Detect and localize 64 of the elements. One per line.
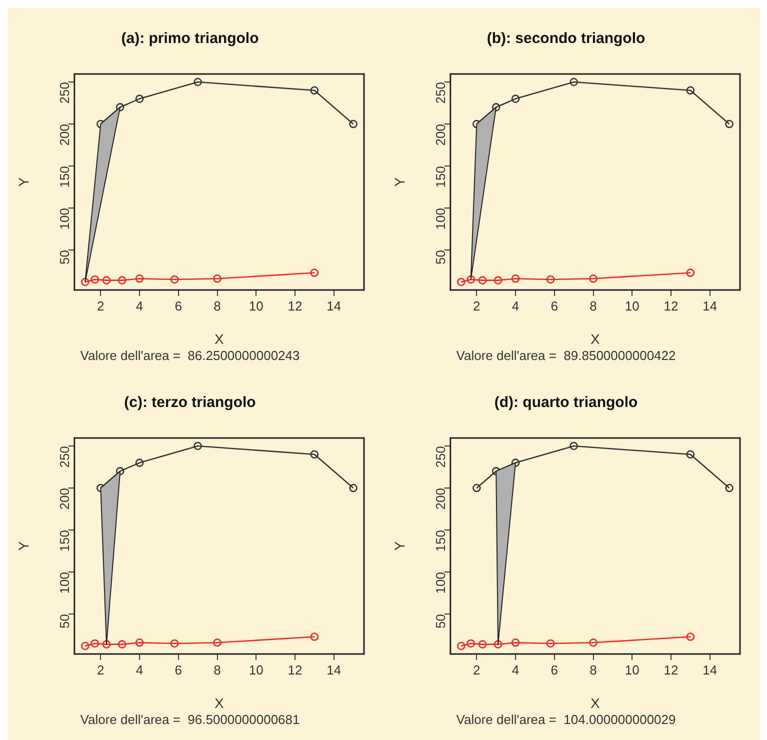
- y-tick-label: 200: [56, 488, 72, 510]
- y-tick-label: 150: [432, 530, 448, 552]
- x-tick-label: 6: [550, 298, 558, 314]
- y-tick-label: 150: [56, 166, 72, 188]
- y-tick-label: 100: [432, 208, 448, 230]
- x-tick-label: 2: [473, 662, 480, 678]
- y-tick-label: 200: [56, 124, 72, 146]
- x-tick-label: 6: [550, 662, 558, 678]
- y-tick-label: 150: [432, 166, 448, 188]
- text: Valore dell'area = 104.000000000029: [456, 712, 676, 727]
- x-tick-label: 2: [97, 662, 104, 678]
- x-tick-label: 14: [702, 298, 718, 314]
- y-tick-label: 250: [56, 446, 72, 468]
- y-axis-title: Y: [391, 176, 408, 187]
- x-axis-title: X: [590, 330, 601, 347]
- x-tick-label: 14: [702, 662, 718, 678]
- x-tick-label: 10: [248, 298, 264, 314]
- y-tick-label: 50: [432, 614, 448, 629]
- x-tick-label: 12: [288, 662, 302, 678]
- x-tick-label: 14: [326, 298, 342, 314]
- y-tick-label: 250: [56, 82, 72, 104]
- x-tick-label: 12: [664, 298, 678, 314]
- x-tick-label: 10: [624, 298, 640, 314]
- x-tick-label: 2: [473, 298, 480, 314]
- x-tick-label: 10: [624, 662, 640, 678]
- y-axis-title: Y: [15, 540, 32, 551]
- x-axis-title: X: [214, 330, 225, 347]
- chart-title: (a): primo triangolo: [121, 30, 259, 48]
- x-tick-label: 6: [174, 662, 182, 678]
- text: Valore dell'area = 96.5000000000681: [80, 712, 300, 727]
- y-tick-label: 150: [56, 530, 72, 552]
- chart-title: (d): quarto triangolo: [494, 394, 638, 412]
- x-axis-title: X: [590, 694, 601, 711]
- x-tick-label: 8: [214, 662, 221, 678]
- text: Valore dell'area = 86.2500000000243: [80, 348, 300, 363]
- x-tick-label: 2: [97, 298, 104, 314]
- y-tick-label: 200: [432, 124, 448, 146]
- x-tick-label: 12: [664, 662, 678, 678]
- x-axis-title: X: [214, 694, 225, 711]
- y-axis-title: Y: [391, 540, 408, 551]
- y-tick-label: 50: [56, 614, 72, 629]
- x-tick-label: 8: [214, 298, 221, 314]
- y-tick-label: 50: [56, 250, 72, 265]
- text: Valore dell'area = 89.8500000000422: [456, 348, 676, 363]
- chart-title: (c): terzo triangolo: [124, 394, 256, 412]
- chart-title: (b): secondo triangolo: [486, 30, 646, 48]
- y-tick-label: 250: [432, 82, 448, 104]
- x-tick-label: 14: [326, 662, 342, 678]
- x-tick-label: 4: [136, 662, 144, 678]
- x-tick-label: 8: [590, 298, 597, 314]
- x-tick-label: 6: [174, 298, 182, 314]
- x-tick-label: 4: [136, 298, 144, 314]
- y-tick-label: 200: [432, 488, 448, 510]
- y-tick-label: 100: [432, 572, 448, 594]
- x-tick-label: 10: [248, 662, 264, 678]
- x-tick-label: 4: [512, 298, 520, 314]
- y-tick-label: 50: [432, 250, 448, 265]
- x-tick-label: 4: [512, 662, 520, 678]
- x-tick-label: 8: [590, 662, 597, 678]
- y-tick-label: 100: [56, 572, 72, 594]
- y-axis-title: Y: [15, 176, 32, 187]
- y-tick-label: 250: [432, 446, 448, 468]
- y-tick-label: 100: [56, 208, 72, 230]
- x-tick-label: 12: [288, 298, 302, 314]
